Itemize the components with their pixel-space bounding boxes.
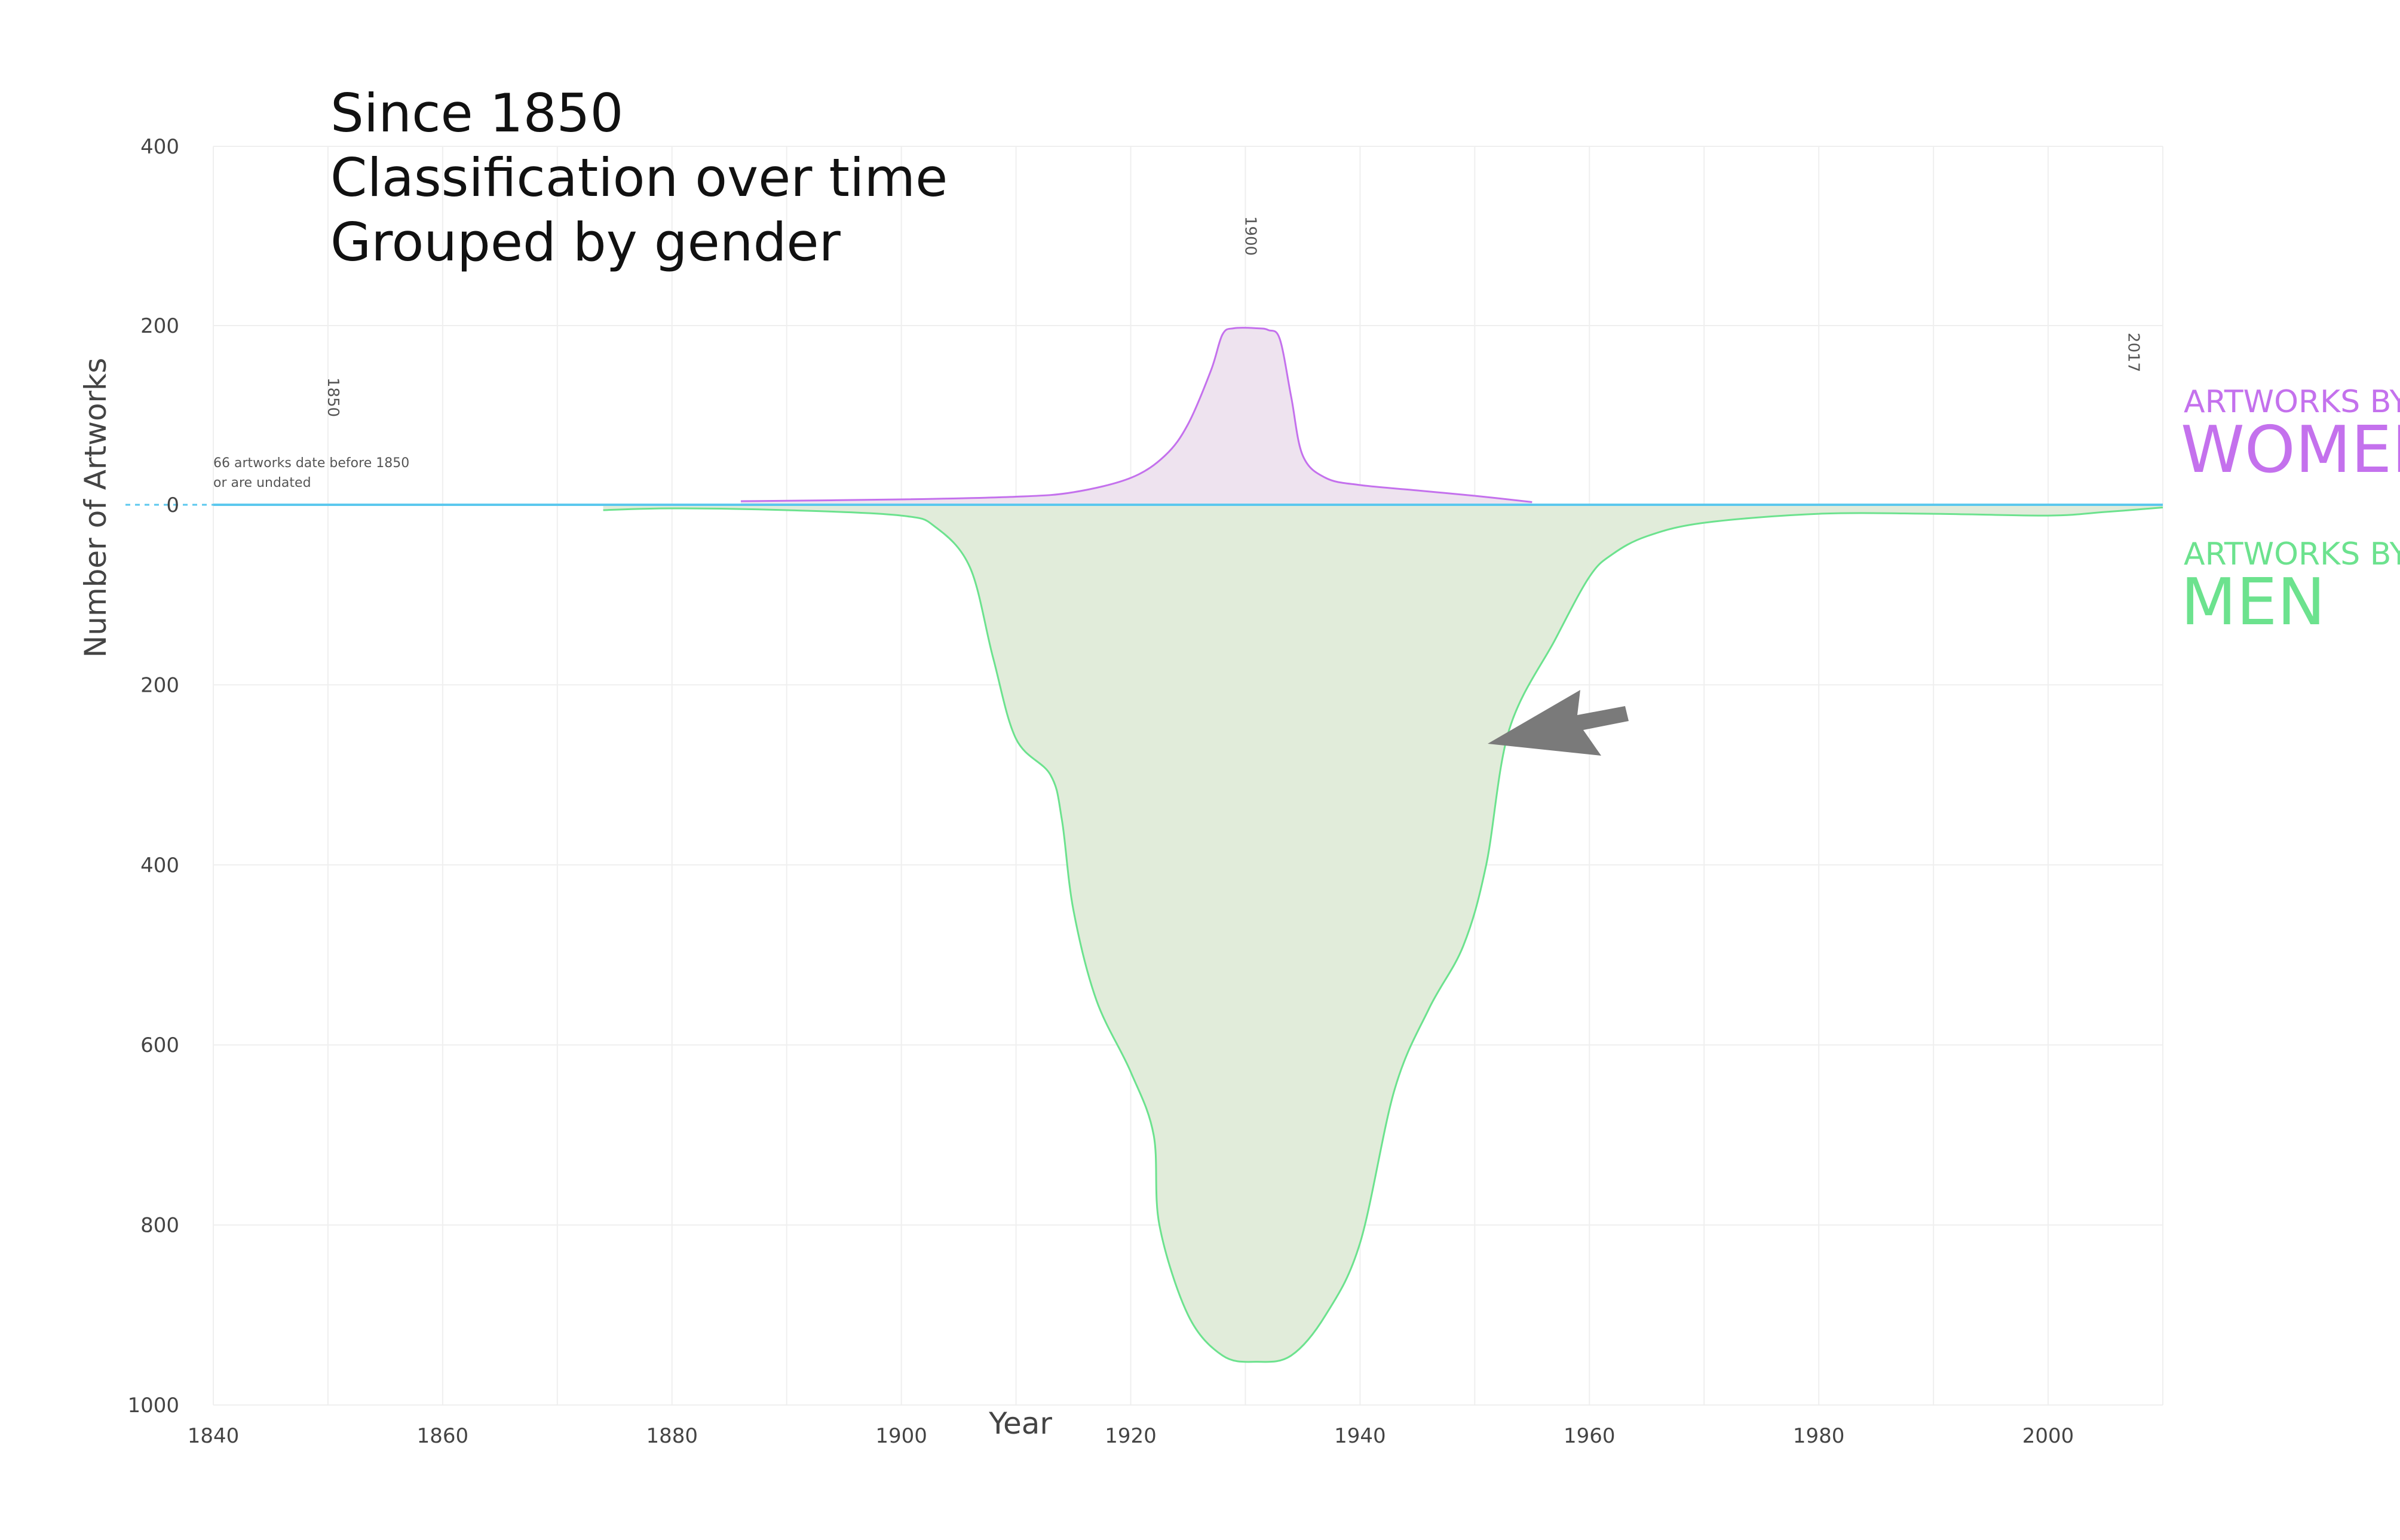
year-marker-label: 1900 bbox=[1241, 216, 1259, 256]
x-tick-label: 1900 bbox=[875, 1424, 927, 1448]
legend-women-big: WOMEN bbox=[2181, 413, 2400, 487]
x-tick-label: 1920 bbox=[1105, 1424, 1157, 1448]
x-tick-label: 2000 bbox=[2022, 1424, 2074, 1448]
x-tick-label: 1940 bbox=[1334, 1424, 1386, 1448]
year-markers: 1850 1900 2017 bbox=[324, 216, 2142, 417]
x-tick-label: 1980 bbox=[1793, 1424, 1845, 1448]
year-marker-label: 1850 bbox=[324, 378, 342, 417]
x-tick-label: 1860 bbox=[417, 1424, 469, 1448]
chart-title-line-2: Classification over time bbox=[330, 147, 948, 208]
y-tick-label: 200 bbox=[140, 314, 179, 338]
legend-men-small: ARTWORKS BY bbox=[2184, 536, 2400, 572]
year-marker-label: 2017 bbox=[2124, 333, 2142, 372]
undated-note-line-1: 66 artworks date before 1850 bbox=[213, 456, 409, 471]
y-tick-label: 200 bbox=[140, 673, 179, 697]
legend-men-big: MEN bbox=[2181, 565, 2325, 640]
y-axis-title: Number of Artworks bbox=[78, 358, 113, 658]
y-tick-label: 800 bbox=[140, 1214, 179, 1238]
series-women-line bbox=[740, 327, 1532, 503]
y-tick-label: 400 bbox=[140, 135, 179, 159]
x-tick-label: 1880 bbox=[646, 1424, 698, 1448]
x-tick-label: 1840 bbox=[188, 1424, 240, 1448]
legend-women-small: ARTWORKS BY bbox=[2184, 384, 2400, 420]
y-tick-label: 600 bbox=[140, 1033, 179, 1057]
axis-tick-labels: 1840 1860 1880 1900 1920 1940 1960 1980 20004002… bbox=[127, 135, 2074, 1448]
x-axis-title: Year bbox=[988, 1406, 1052, 1441]
series-women-area bbox=[740, 327, 1532, 505]
series-men-line bbox=[603, 507, 2163, 1363]
series-areas bbox=[603, 327, 2163, 1363]
chart-title-line-3: Grouped by gender bbox=[330, 211, 841, 273]
y-tick-label: 0 bbox=[166, 493, 179, 517]
arrow-icon bbox=[1488, 690, 1629, 756]
x-tick-label: 1960 bbox=[1564, 1424, 1616, 1448]
chart-title-line-1: Since 1850 bbox=[330, 82, 624, 144]
grid-lines bbox=[213, 146, 2163, 1406]
y-tick-label: 1000 bbox=[127, 1394, 179, 1418]
y-tick-label: 400 bbox=[140, 854, 179, 878]
series-men-area bbox=[603, 505, 2163, 1362]
undated-note-line-2: or are undated bbox=[213, 476, 311, 490]
